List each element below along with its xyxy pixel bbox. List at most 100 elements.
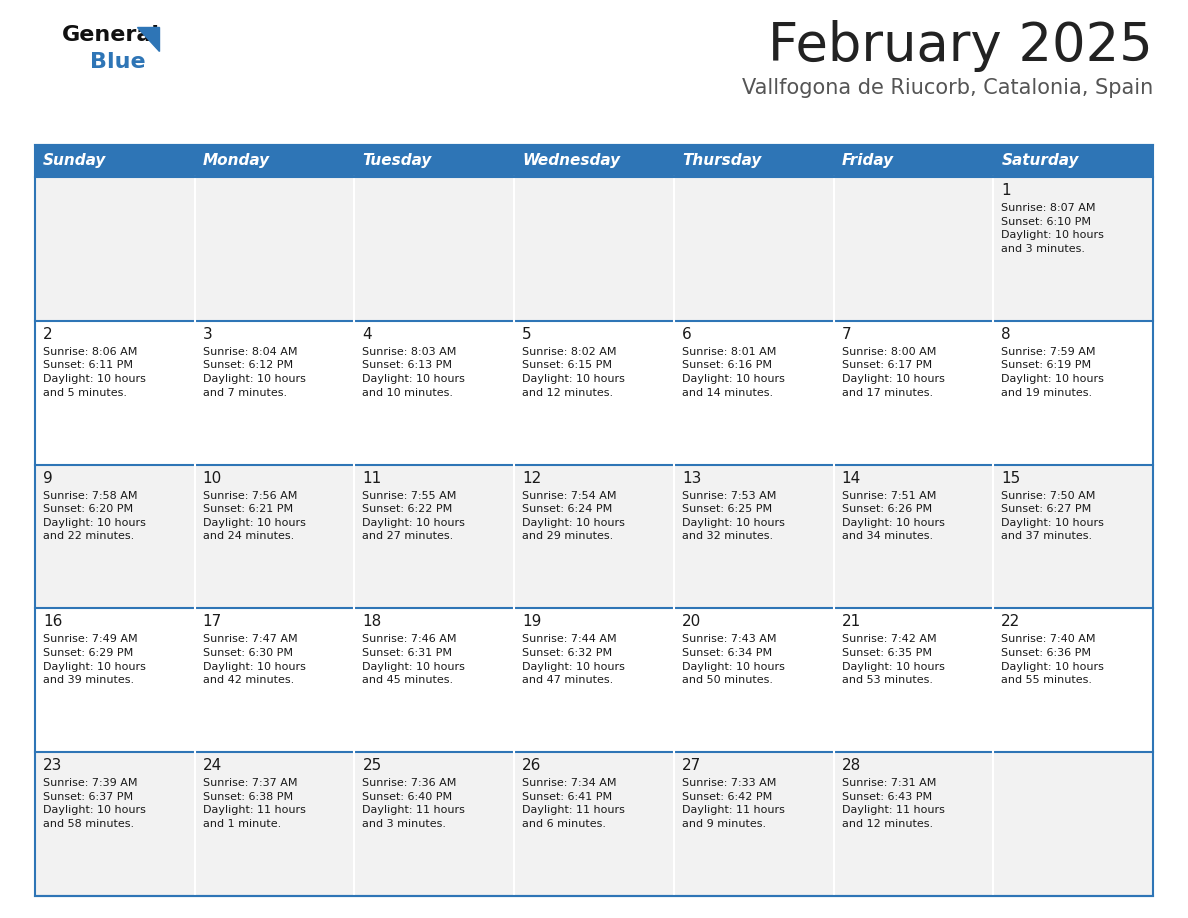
Bar bbox=[993, 177, 1154, 320]
Text: Sunrise: 7:46 AM
Sunset: 6:31 PM
Daylight: 10 hours
and 45 minutes.: Sunrise: 7:46 AM Sunset: 6:31 PM Dayligh… bbox=[362, 634, 466, 685]
Text: Sunrise: 7:53 AM
Sunset: 6:25 PM
Daylight: 10 hours
and 32 minutes.: Sunrise: 7:53 AM Sunset: 6:25 PM Dayligh… bbox=[682, 490, 785, 542]
Text: 3: 3 bbox=[203, 327, 213, 341]
Text: Sunrise: 8:04 AM
Sunset: 6:12 PM
Daylight: 10 hours
and 7 minutes.: Sunrise: 8:04 AM Sunset: 6:12 PM Dayligh… bbox=[203, 347, 305, 397]
Text: Sunrise: 7:43 AM
Sunset: 6:34 PM
Daylight: 10 hours
and 50 minutes.: Sunrise: 7:43 AM Sunset: 6:34 PM Dayligh… bbox=[682, 634, 785, 685]
Text: Sunrise: 7:58 AM
Sunset: 6:20 PM
Daylight: 10 hours
and 22 minutes.: Sunrise: 7:58 AM Sunset: 6:20 PM Dayligh… bbox=[43, 490, 146, 542]
Text: February 2025: February 2025 bbox=[769, 20, 1154, 72]
Bar bbox=[993, 320, 1154, 465]
Text: Sunrise: 7:56 AM
Sunset: 6:21 PM
Daylight: 10 hours
and 24 minutes.: Sunrise: 7:56 AM Sunset: 6:21 PM Dayligh… bbox=[203, 490, 305, 542]
Bar bbox=[354, 465, 514, 609]
Bar bbox=[674, 177, 834, 320]
Text: Vallfogona de Riucorb, Catalonia, Spain: Vallfogona de Riucorb, Catalonia, Spain bbox=[741, 78, 1154, 98]
Text: 22: 22 bbox=[1001, 614, 1020, 630]
Text: Wednesday: Wednesday bbox=[523, 153, 620, 169]
Bar bbox=[514, 609, 674, 752]
Text: Sunrise: 7:49 AM
Sunset: 6:29 PM
Daylight: 10 hours
and 39 minutes.: Sunrise: 7:49 AM Sunset: 6:29 PM Dayligh… bbox=[43, 634, 146, 685]
Bar bbox=[354, 320, 514, 465]
Text: Sunrise: 7:42 AM
Sunset: 6:35 PM
Daylight: 10 hours
and 53 minutes.: Sunrise: 7:42 AM Sunset: 6:35 PM Dayligh… bbox=[841, 634, 944, 685]
Bar bbox=[34, 465, 195, 609]
Bar bbox=[674, 320, 834, 465]
Bar bbox=[354, 177, 514, 320]
Text: 14: 14 bbox=[841, 471, 861, 486]
Bar bbox=[834, 609, 993, 752]
Bar bbox=[993, 145, 1154, 177]
Text: Sunrise: 7:47 AM
Sunset: 6:30 PM
Daylight: 10 hours
and 42 minutes.: Sunrise: 7:47 AM Sunset: 6:30 PM Dayligh… bbox=[203, 634, 305, 685]
Text: Sunrise: 8:00 AM
Sunset: 6:17 PM
Daylight: 10 hours
and 17 minutes.: Sunrise: 8:00 AM Sunset: 6:17 PM Dayligh… bbox=[841, 347, 944, 397]
Bar bbox=[354, 752, 514, 896]
Text: 19: 19 bbox=[523, 614, 542, 630]
Text: Sunrise: 8:07 AM
Sunset: 6:10 PM
Daylight: 10 hours
and 3 minutes.: Sunrise: 8:07 AM Sunset: 6:10 PM Dayligh… bbox=[1001, 203, 1104, 253]
Text: Sunrise: 7:55 AM
Sunset: 6:22 PM
Daylight: 10 hours
and 27 minutes.: Sunrise: 7:55 AM Sunset: 6:22 PM Dayligh… bbox=[362, 490, 466, 542]
Text: Sunrise: 7:36 AM
Sunset: 6:40 PM
Daylight: 11 hours
and 3 minutes.: Sunrise: 7:36 AM Sunset: 6:40 PM Dayligh… bbox=[362, 778, 466, 829]
Bar bbox=[834, 177, 993, 320]
Bar bbox=[514, 177, 674, 320]
Text: 9: 9 bbox=[43, 471, 52, 486]
Bar bbox=[674, 609, 834, 752]
Text: 23: 23 bbox=[43, 758, 62, 773]
Bar bbox=[674, 752, 834, 896]
Text: Thursday: Thursday bbox=[682, 153, 762, 169]
Bar bbox=[195, 145, 354, 177]
Bar bbox=[195, 752, 354, 896]
Text: 2: 2 bbox=[43, 327, 52, 341]
Text: Blue: Blue bbox=[90, 52, 146, 72]
Text: Sunrise: 7:51 AM
Sunset: 6:26 PM
Daylight: 10 hours
and 34 minutes.: Sunrise: 7:51 AM Sunset: 6:26 PM Dayligh… bbox=[841, 490, 944, 542]
Text: 1: 1 bbox=[1001, 183, 1011, 198]
Text: 20: 20 bbox=[682, 614, 701, 630]
Text: Friday: Friday bbox=[841, 153, 893, 169]
Bar bbox=[834, 145, 993, 177]
Text: 21: 21 bbox=[841, 614, 861, 630]
Text: Sunrise: 7:31 AM
Sunset: 6:43 PM
Daylight: 11 hours
and 12 minutes.: Sunrise: 7:31 AM Sunset: 6:43 PM Dayligh… bbox=[841, 778, 944, 829]
Text: 25: 25 bbox=[362, 758, 381, 773]
Text: Monday: Monday bbox=[203, 153, 270, 169]
Text: Sunrise: 7:59 AM
Sunset: 6:19 PM
Daylight: 10 hours
and 19 minutes.: Sunrise: 7:59 AM Sunset: 6:19 PM Dayligh… bbox=[1001, 347, 1104, 397]
Bar bbox=[354, 145, 514, 177]
Text: 15: 15 bbox=[1001, 471, 1020, 486]
Text: 4: 4 bbox=[362, 327, 372, 341]
Text: 8: 8 bbox=[1001, 327, 1011, 341]
Text: Sunrise: 7:34 AM
Sunset: 6:41 PM
Daylight: 11 hours
and 6 minutes.: Sunrise: 7:34 AM Sunset: 6:41 PM Dayligh… bbox=[523, 778, 625, 829]
Text: 11: 11 bbox=[362, 471, 381, 486]
Text: Sunrise: 7:39 AM
Sunset: 6:37 PM
Daylight: 10 hours
and 58 minutes.: Sunrise: 7:39 AM Sunset: 6:37 PM Dayligh… bbox=[43, 778, 146, 829]
Text: Sunrise: 7:33 AM
Sunset: 6:42 PM
Daylight: 11 hours
and 9 minutes.: Sunrise: 7:33 AM Sunset: 6:42 PM Dayligh… bbox=[682, 778, 785, 829]
Text: Sunrise: 7:40 AM
Sunset: 6:36 PM
Daylight: 10 hours
and 55 minutes.: Sunrise: 7:40 AM Sunset: 6:36 PM Dayligh… bbox=[1001, 634, 1104, 685]
Text: 17: 17 bbox=[203, 614, 222, 630]
Text: 27: 27 bbox=[682, 758, 701, 773]
Bar bbox=[993, 465, 1154, 609]
Text: Saturday: Saturday bbox=[1001, 153, 1079, 169]
Bar bbox=[195, 609, 354, 752]
Bar bbox=[993, 752, 1154, 896]
Text: 13: 13 bbox=[682, 471, 701, 486]
Text: Sunrise: 7:50 AM
Sunset: 6:27 PM
Daylight: 10 hours
and 37 minutes.: Sunrise: 7:50 AM Sunset: 6:27 PM Dayligh… bbox=[1001, 490, 1104, 542]
Text: 24: 24 bbox=[203, 758, 222, 773]
Text: Sunrise: 8:03 AM
Sunset: 6:13 PM
Daylight: 10 hours
and 10 minutes.: Sunrise: 8:03 AM Sunset: 6:13 PM Dayligh… bbox=[362, 347, 466, 397]
Bar bbox=[514, 465, 674, 609]
Bar bbox=[195, 320, 354, 465]
Bar bbox=[674, 465, 834, 609]
Bar bbox=[514, 752, 674, 896]
Bar bbox=[34, 609, 195, 752]
Text: 7: 7 bbox=[841, 327, 851, 341]
Bar bbox=[34, 177, 195, 320]
Text: General: General bbox=[62, 25, 160, 45]
Text: 10: 10 bbox=[203, 471, 222, 486]
Text: Tuesday: Tuesday bbox=[362, 153, 431, 169]
Text: Sunrise: 7:54 AM
Sunset: 6:24 PM
Daylight: 10 hours
and 29 minutes.: Sunrise: 7:54 AM Sunset: 6:24 PM Dayligh… bbox=[523, 490, 625, 542]
Text: 6: 6 bbox=[682, 327, 691, 341]
Bar bbox=[34, 145, 1154, 896]
Bar bbox=[354, 609, 514, 752]
Text: Sunday: Sunday bbox=[43, 153, 107, 169]
Text: Sunrise: 7:37 AM
Sunset: 6:38 PM
Daylight: 11 hours
and 1 minute.: Sunrise: 7:37 AM Sunset: 6:38 PM Dayligh… bbox=[203, 778, 305, 829]
Text: 18: 18 bbox=[362, 614, 381, 630]
Bar bbox=[195, 465, 354, 609]
Polygon shape bbox=[137, 27, 159, 51]
Bar bbox=[993, 609, 1154, 752]
Bar bbox=[34, 752, 195, 896]
Text: 16: 16 bbox=[43, 614, 62, 630]
Text: 28: 28 bbox=[841, 758, 861, 773]
Text: Sunrise: 8:02 AM
Sunset: 6:15 PM
Daylight: 10 hours
and 12 minutes.: Sunrise: 8:02 AM Sunset: 6:15 PM Dayligh… bbox=[523, 347, 625, 397]
Bar bbox=[34, 320, 195, 465]
Bar bbox=[834, 752, 993, 896]
Bar bbox=[34, 145, 195, 177]
Text: 5: 5 bbox=[523, 327, 532, 341]
